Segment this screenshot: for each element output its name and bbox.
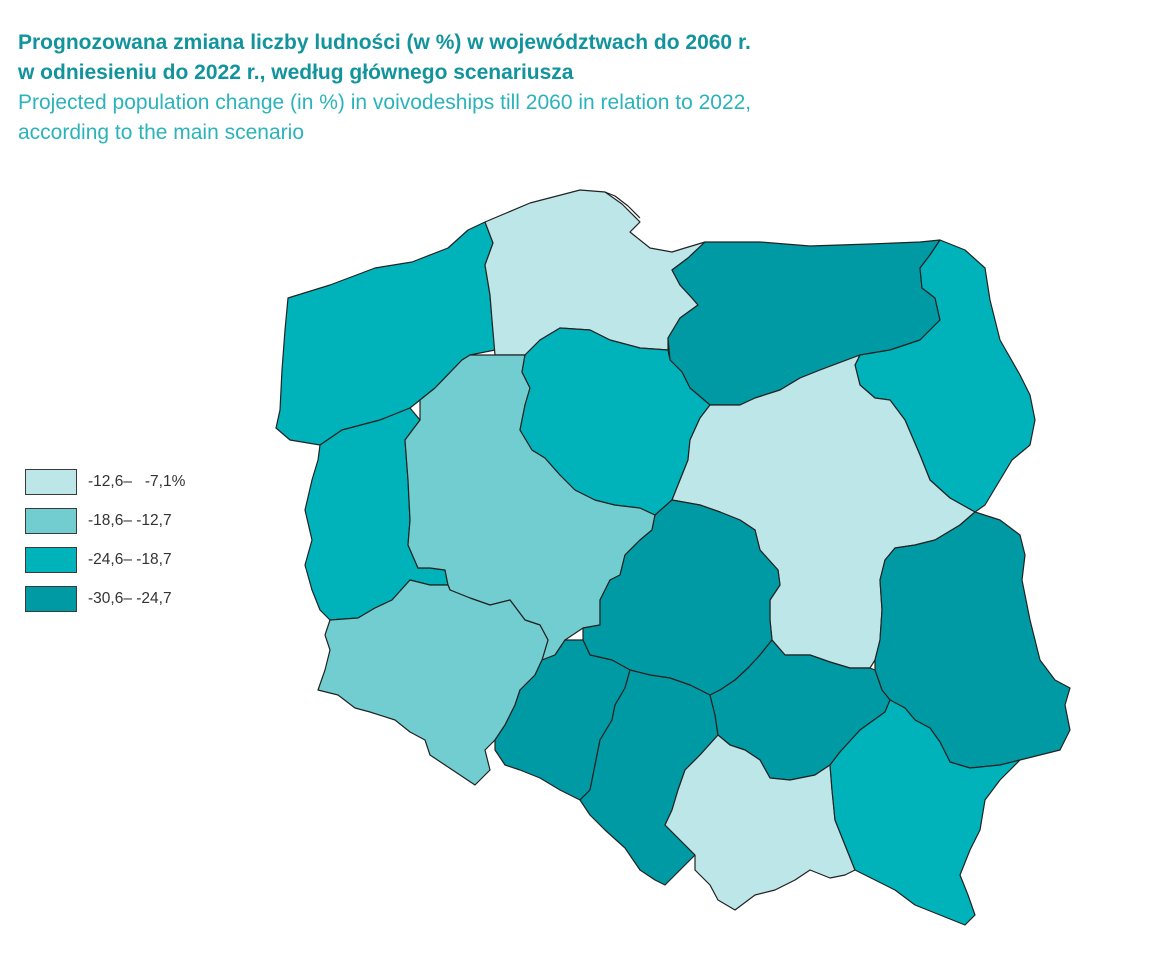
legend-swatch xyxy=(25,547,77,573)
legend-swatch xyxy=(25,586,77,612)
map-legend: -12,6– -7,1% -18,6– -12,7 -24,6– -18,7 -… xyxy=(25,468,185,624)
region-podkarpackie xyxy=(829,699,1021,926)
legend-label: -30,6– -24,7 xyxy=(88,590,172,607)
legend-item: -24,6– -18,7 xyxy=(25,546,185,574)
title-english: Projected population change (in %) in vo… xyxy=(18,91,752,144)
legend-item: -12,6– -7,1% xyxy=(25,468,185,496)
coastline-detail xyxy=(604,191,641,219)
legend-label: -24,6– -18,7 xyxy=(88,551,172,568)
legend-label: -18,6– -12,7 xyxy=(88,512,172,529)
legend-swatch xyxy=(25,508,77,534)
legend-item: -30,6– -24,7 xyxy=(25,585,185,613)
legend-swatch xyxy=(25,469,77,495)
title-block: Prognozowana zmiana liczby ludności (w %… xyxy=(18,28,1118,148)
region-malopolskie xyxy=(664,734,856,911)
legend-item: -18,6– -12,7 xyxy=(25,507,185,535)
legend-label: -12,6– -7,1% xyxy=(88,473,186,490)
title-polish: Prognozowana zmiana liczby ludności (w %… xyxy=(18,31,751,84)
